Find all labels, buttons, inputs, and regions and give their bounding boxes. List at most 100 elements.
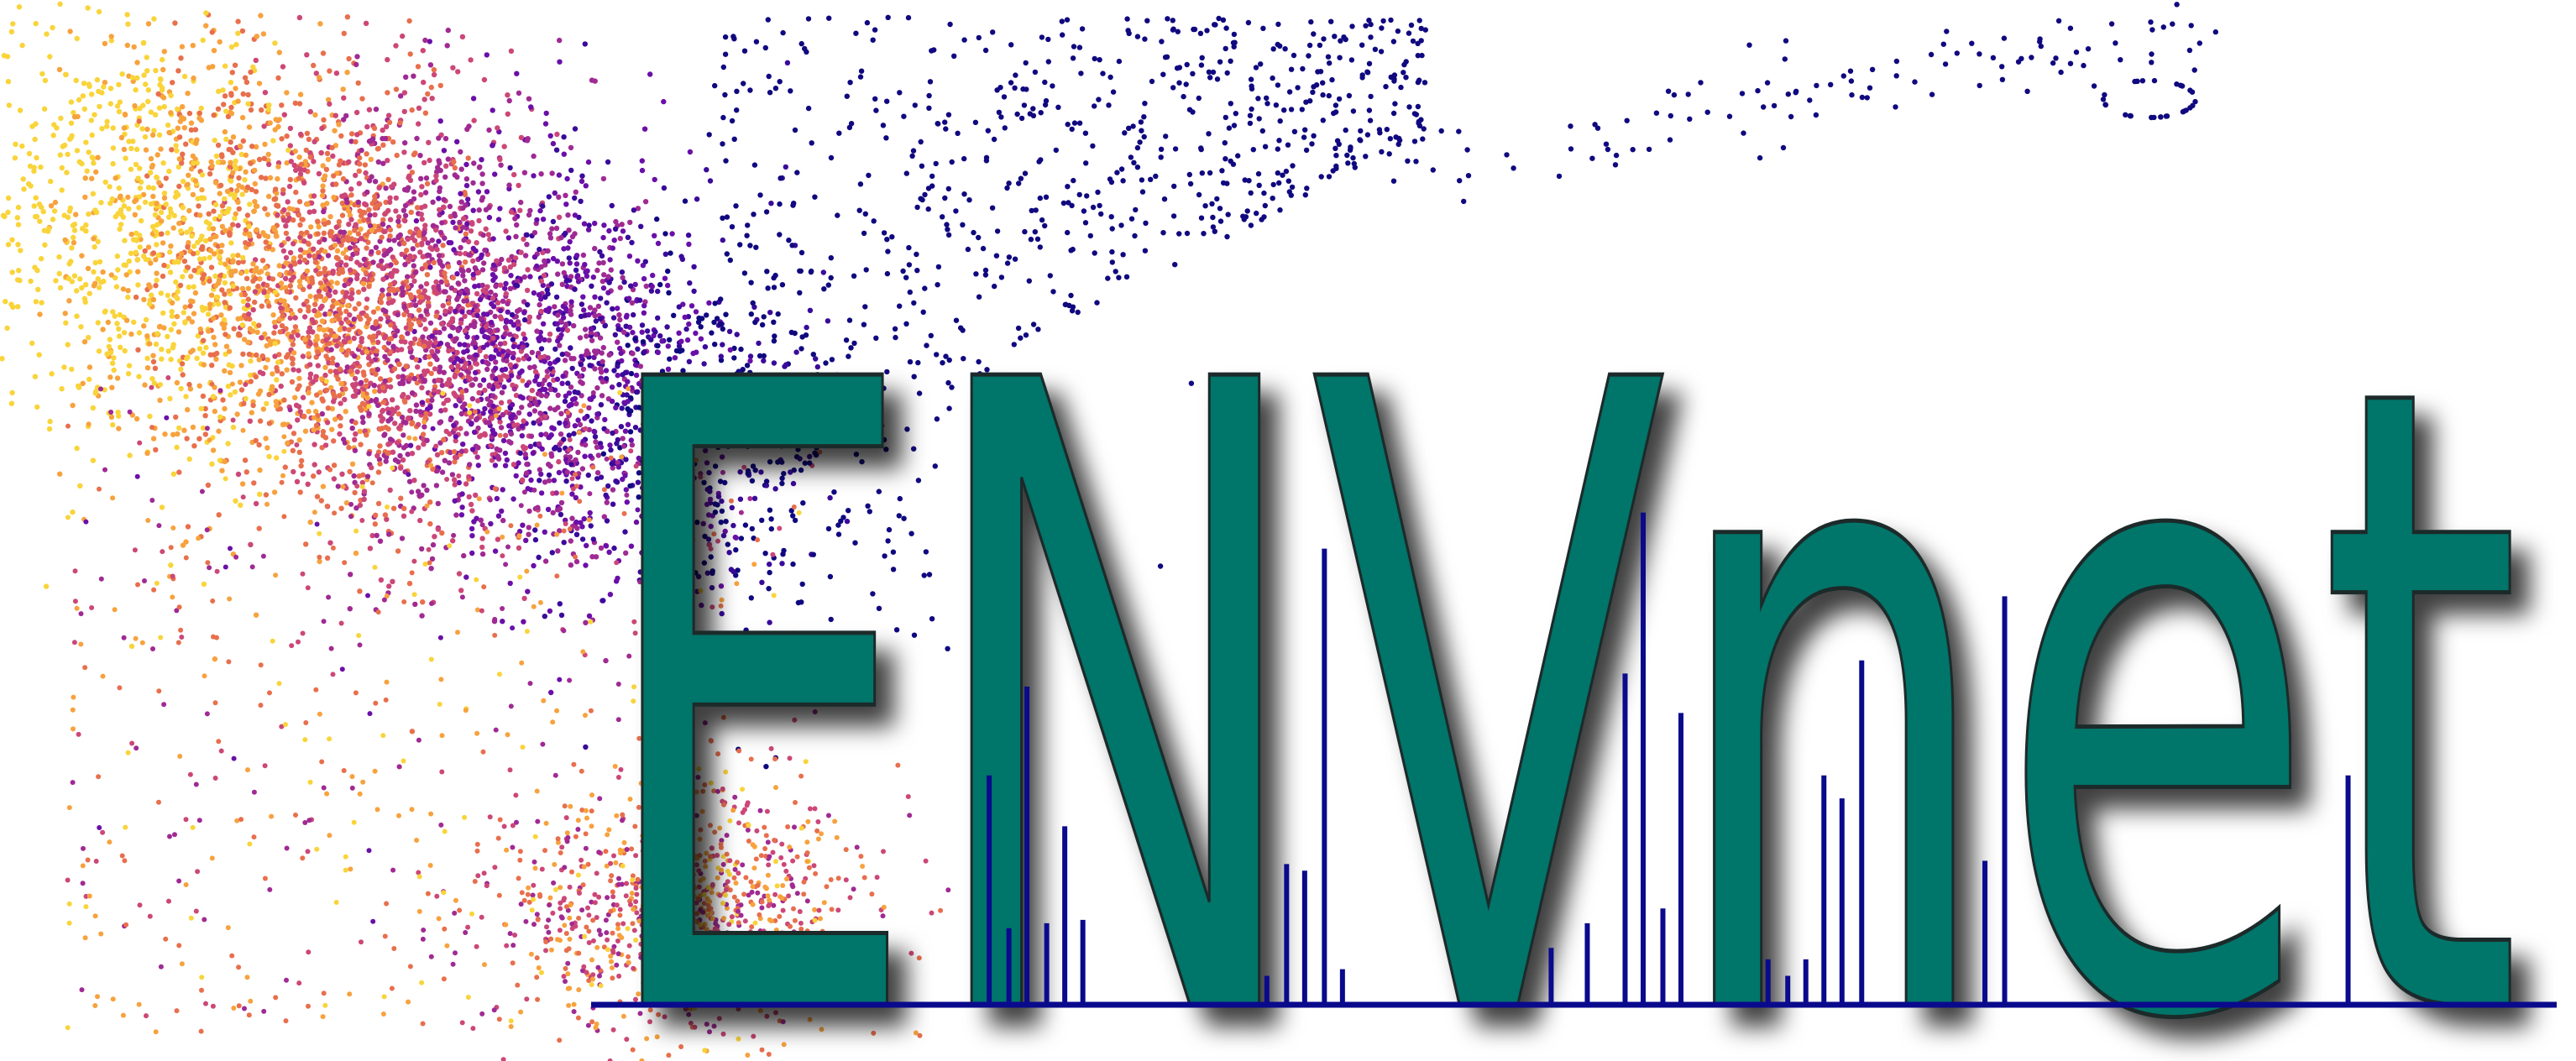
network-node bbox=[86, 83, 92, 90]
network-node bbox=[232, 163, 238, 169]
network-node bbox=[285, 147, 291, 154]
network-node bbox=[464, 221, 470, 227]
network-node bbox=[335, 376, 341, 382]
network-node bbox=[573, 267, 579, 274]
network-node bbox=[219, 203, 226, 209]
network-node bbox=[526, 402, 533, 408]
network-node bbox=[295, 417, 301, 423]
network-node bbox=[322, 364, 328, 370]
network-node bbox=[200, 393, 207, 400]
network-node bbox=[627, 429, 634, 435]
network-node bbox=[495, 217, 502, 222]
network-node bbox=[423, 280, 430, 287]
network-node bbox=[216, 301, 222, 307]
network-node bbox=[752, 468, 758, 473]
network-node bbox=[399, 251, 405, 258]
network-node bbox=[110, 160, 116, 167]
network-node bbox=[336, 122, 342, 128]
network-node bbox=[109, 384, 115, 390]
network-node bbox=[492, 171, 498, 177]
network-node bbox=[321, 230, 327, 236]
network-node bbox=[81, 106, 88, 112]
network-node bbox=[465, 238, 472, 245]
network-node bbox=[625, 234, 631, 240]
network-node bbox=[308, 224, 314, 230]
network-node bbox=[246, 223, 252, 229]
network-node bbox=[469, 395, 476, 402]
network-node bbox=[355, 289, 362, 295]
network-node bbox=[512, 363, 518, 369]
network-node bbox=[355, 199, 362, 206]
network-node bbox=[582, 416, 588, 421]
network-node bbox=[395, 347, 401, 353]
network-node bbox=[358, 379, 364, 385]
network-node bbox=[642, 199, 649, 205]
network-node bbox=[488, 289, 494, 295]
network-node bbox=[484, 359, 490, 365]
network-node bbox=[531, 408, 538, 414]
network-node bbox=[176, 183, 182, 190]
network-node bbox=[494, 495, 500, 502]
network-node bbox=[522, 445, 528, 451]
network-node bbox=[49, 371, 55, 377]
network-node bbox=[47, 54, 53, 60]
network-node bbox=[128, 643, 135, 650]
network-node bbox=[428, 566, 434, 572]
network-node bbox=[636, 470, 642, 476]
network-node bbox=[349, 461, 356, 467]
network-node bbox=[129, 75, 136, 81]
network-node bbox=[380, 287, 385, 293]
network-node bbox=[530, 450, 536, 457]
network-node bbox=[96, 88, 102, 95]
network-node bbox=[771, 285, 778, 290]
network-node bbox=[306, 409, 312, 415]
network-node bbox=[296, 368, 301, 374]
network-node bbox=[385, 90, 390, 96]
network-node bbox=[550, 255, 557, 262]
network-node bbox=[377, 538, 384, 544]
network-node bbox=[610, 315, 617, 321]
network-node bbox=[168, 562, 174, 568]
network-node bbox=[223, 343, 230, 349]
network-node bbox=[315, 231, 321, 237]
network-node bbox=[296, 199, 303, 205]
network-node bbox=[353, 109, 360, 116]
network-node bbox=[270, 312, 276, 318]
network-node bbox=[502, 463, 509, 468]
network-node bbox=[572, 286, 578, 292]
network-node bbox=[500, 517, 506, 524]
network-node bbox=[95, 238, 101, 244]
network-node bbox=[186, 284, 191, 290]
network-node bbox=[327, 233, 334, 238]
network-node bbox=[380, 407, 386, 414]
network-node bbox=[117, 226, 123, 233]
network-node bbox=[573, 400, 579, 407]
network-node bbox=[511, 171, 517, 178]
network-node bbox=[561, 134, 567, 140]
network-node bbox=[297, 307, 303, 314]
network-node bbox=[256, 357, 262, 363]
network-node bbox=[477, 296, 484, 303]
network-node bbox=[532, 399, 538, 405]
network-node bbox=[83, 228, 89, 234]
network-node bbox=[583, 269, 589, 275]
network-node bbox=[450, 538, 456, 544]
network-node bbox=[526, 319, 532, 325]
network-node bbox=[324, 150, 331, 156]
network-node bbox=[556, 172, 563, 178]
network-node bbox=[247, 201, 253, 207]
network-node bbox=[78, 324, 84, 330]
network-node bbox=[217, 414, 223, 420]
network-node bbox=[592, 294, 598, 300]
network-node bbox=[150, 353, 156, 358]
network-node bbox=[199, 172, 206, 178]
network-node bbox=[137, 185, 144, 191]
network-node bbox=[526, 212, 532, 218]
network-node bbox=[219, 287, 225, 293]
network-node bbox=[473, 344, 479, 351]
network-node bbox=[88, 118, 95, 123]
network-node bbox=[303, 147, 309, 154]
network-node bbox=[422, 326, 428, 332]
network-node bbox=[526, 525, 531, 530]
network-node bbox=[180, 372, 186, 378]
